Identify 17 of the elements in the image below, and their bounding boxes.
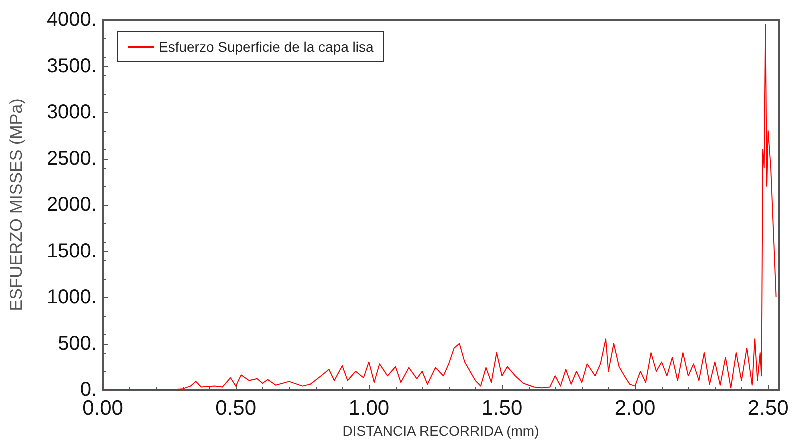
x-tick-label: 2.00 [614, 397, 656, 420]
y-tick-label: 1500. [46, 240, 97, 262]
y-tick-label: 3500. [46, 55, 97, 78]
y-tick-label: 2500. [46, 148, 97, 170]
x-axis-title: DISTANCIA RECORRIDA (mm) [342, 423, 540, 439]
y-tick-label: 500. [58, 332, 97, 355]
y-tick-label: 3000. [46, 102, 97, 124]
x-tick-label: 1.50 [482, 397, 523, 420]
y-tick-label: 4000. [46, 9, 97, 31]
x-tick-label: 1.00 [348, 397, 390, 420]
x-tick-label: 2.50 [748, 397, 789, 420]
y-tick-label: 2000. [46, 194, 97, 216]
y-axis-title: ESFUERZO MISSES (MPa) [7, 98, 26, 312]
line-series [102, 24, 777, 390]
legend-label: Esfuerzo Superficie de la capa lisa [159, 39, 374, 55]
x-tick-label: 0.50 [216, 397, 257, 420]
y-tick-label: 1000. [46, 286, 97, 308]
